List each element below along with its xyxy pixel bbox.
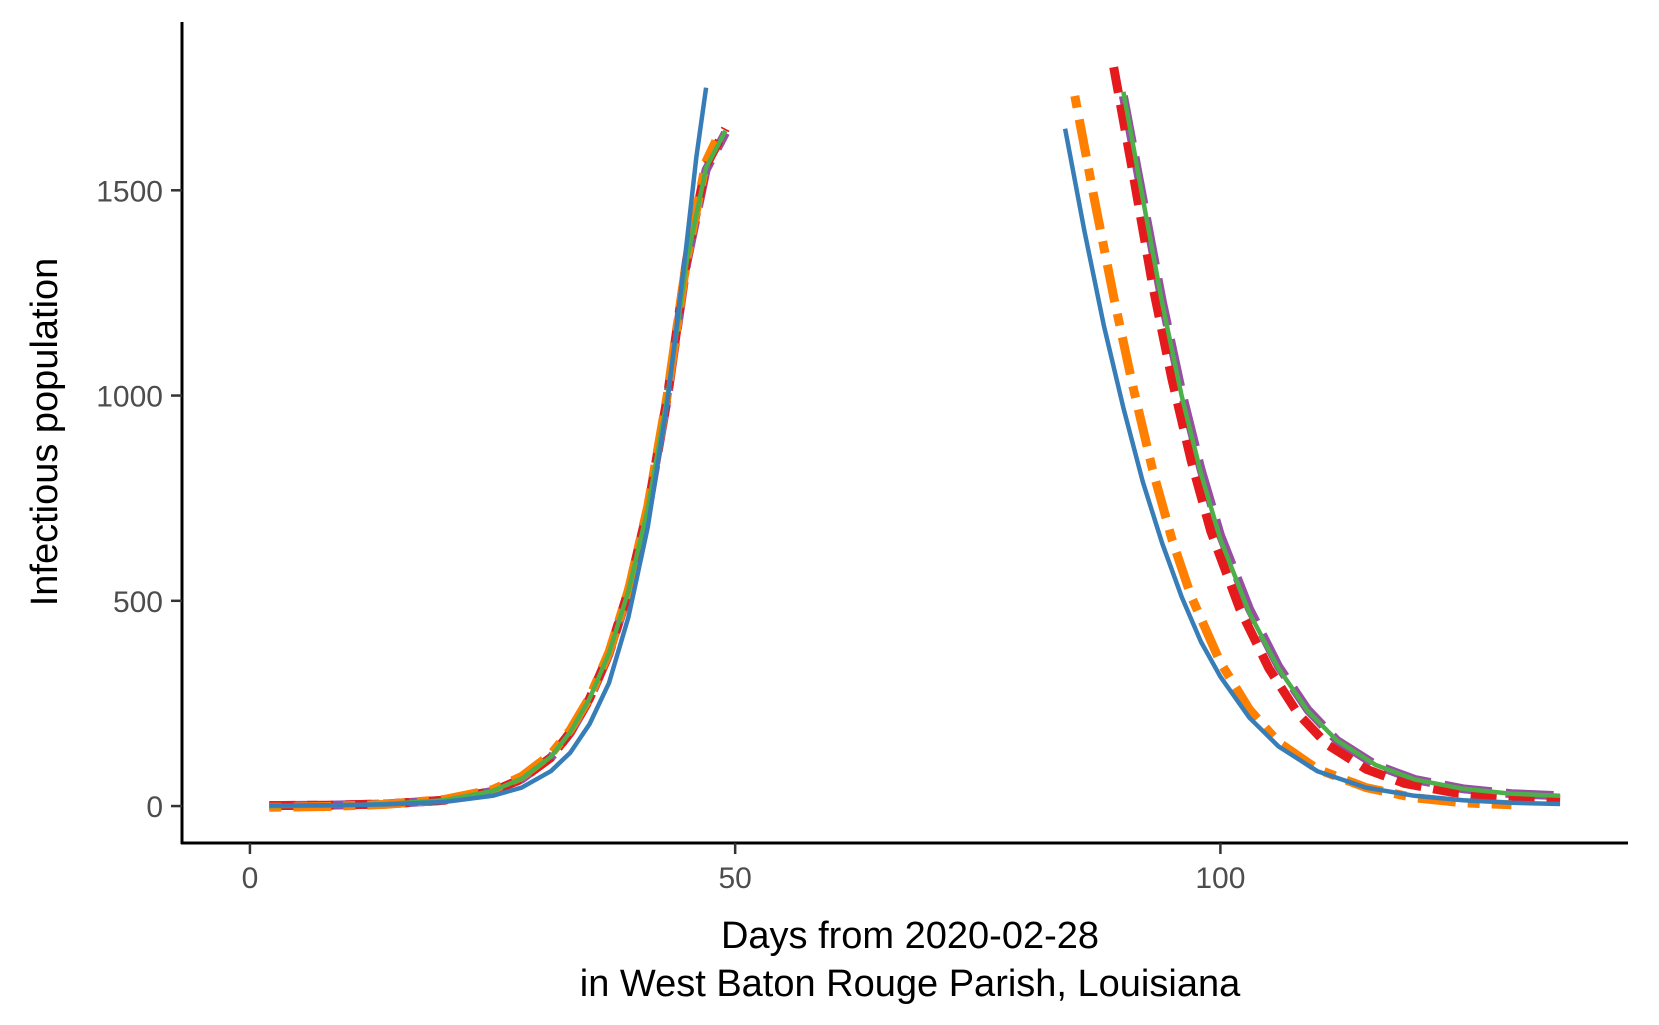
series-2-segment-0 [269, 139, 720, 812]
x-tick-label-0: 0 [242, 862, 259, 895]
series-4-segment-0 [269, 87, 709, 808]
y-tick-label-0: 0 [146, 791, 163, 824]
x-tick-label-2: 100 [1195, 862, 1245, 895]
axes-layer [180, 22, 1628, 845]
y-axis-title: Infectious population [24, 258, 66, 607]
series-1-segment-1 [1109, 66, 1561, 805]
x-axis-title-line-2: in West Baton Rouge Parish, Louisiana [580, 963, 1241, 1005]
y-tick-label-1: 500 [113, 586, 163, 619]
series-4-segment-1 [1062, 128, 1561, 807]
y-tick-label-2: 1000 [96, 381, 163, 414]
series-layer [269, 66, 1561, 812]
series-3-segment-1 [1121, 91, 1561, 799]
y-tick-label-3: 1500 [96, 175, 163, 208]
x-axis-title-line-1: Days from 2020-02-28 [721, 915, 1099, 957]
x-tick-label-1: 50 [718, 862, 751, 895]
